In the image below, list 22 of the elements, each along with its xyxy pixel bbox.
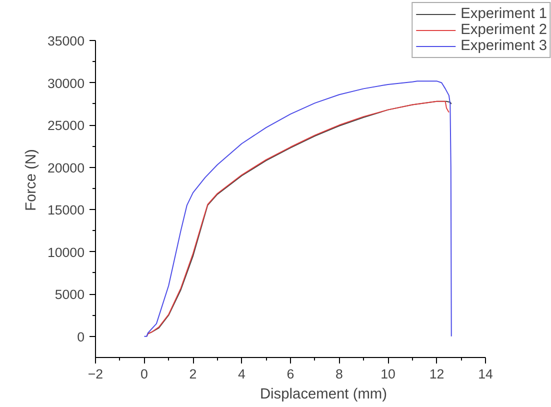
y-tick-label: 10000 [47,244,84,260]
x-tick-label: 2 [189,366,197,382]
y-tick-label: 35000 [47,34,84,48]
x-tick-label: −2 [88,366,104,382]
y-axis-title: Force (N) [23,149,40,211]
x-tick-label: 6 [286,366,294,382]
y-tick-label: 20000 [47,160,84,176]
y-tick-label: 15000 [47,202,84,218]
x-tick-label: 12 [429,366,444,382]
y-tick-label: 5000 [54,287,85,302]
legend-label: Experiment 1 [460,6,547,22]
x-tick-label: 14 [478,366,494,382]
y-tick-label: 30000 [47,76,84,91]
x-tick-label: 10 [380,366,396,382]
y-tick-label: 0 [77,329,85,344]
x-tick-label: 8 [336,366,343,382]
legend-label: Experiment 3 [460,38,547,54]
x-axis-title: Displacement (mm) [260,386,388,402]
y-tick-label: 25000 [47,118,84,134]
x-tick-label: 0 [140,366,148,382]
legend-label: Experiment 2 [460,22,547,38]
x-tick-label: 4 [238,366,246,382]
